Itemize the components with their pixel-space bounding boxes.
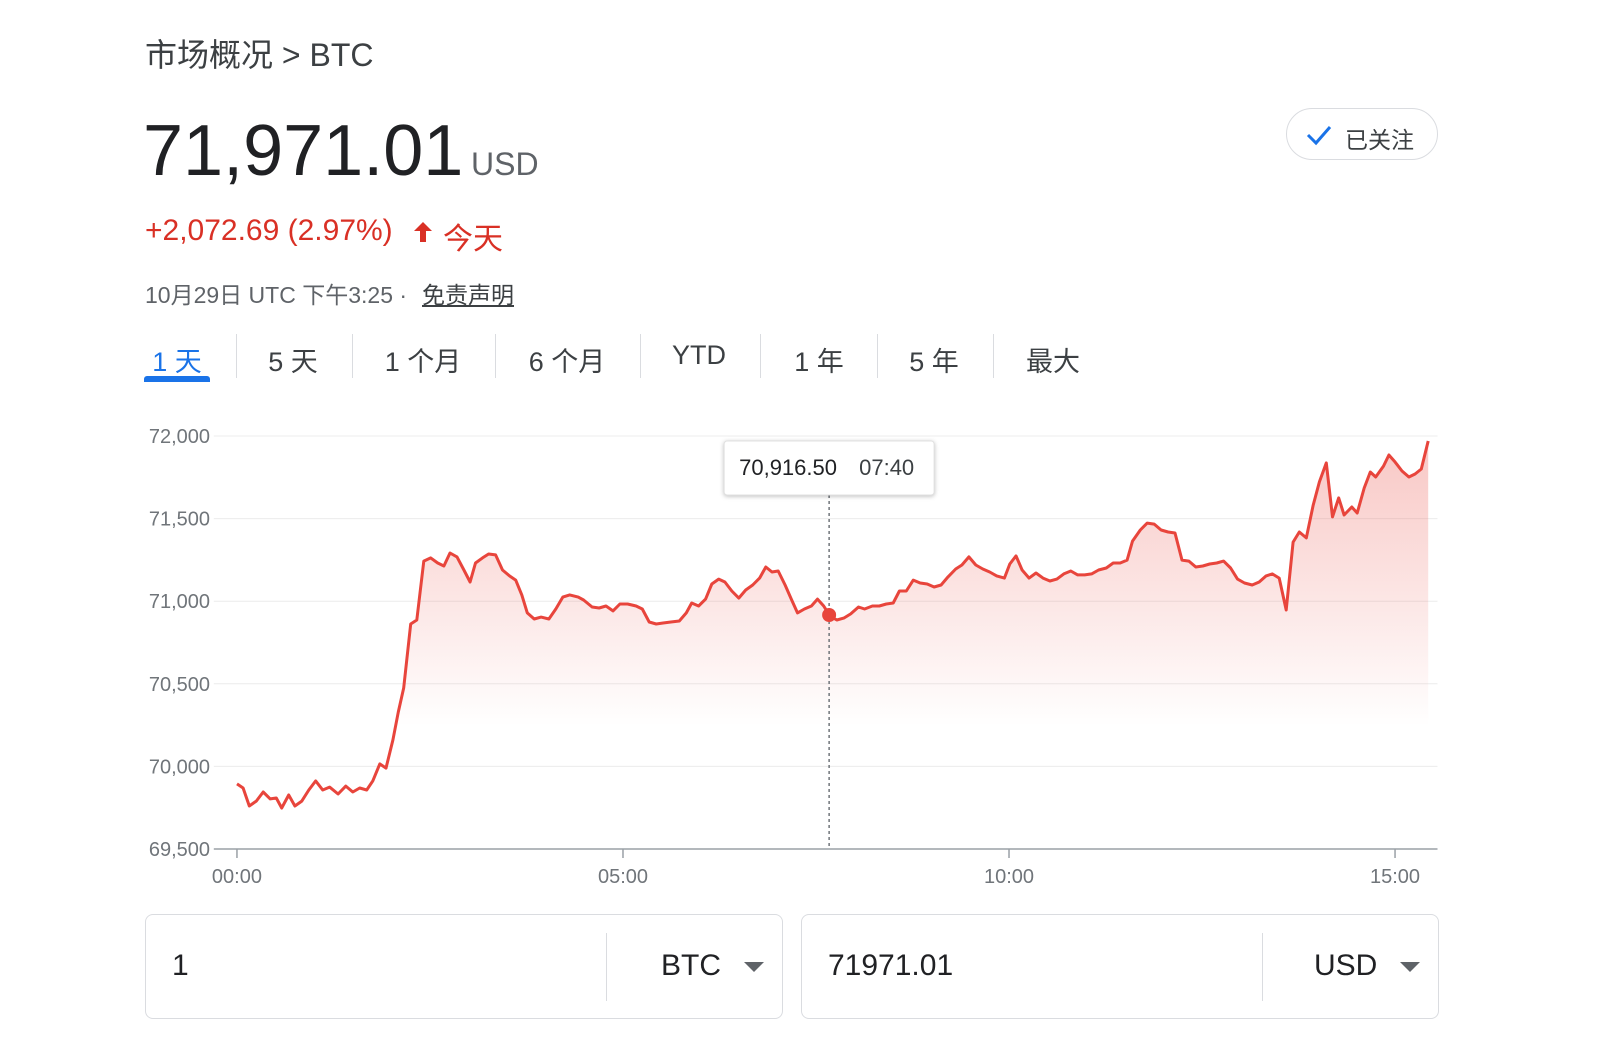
dropdown-icon[interactable] <box>1400 962 1420 974</box>
from-currency[interactable]: BTC <box>661 949 721 982</box>
area <box>236 441 1429 849</box>
x-tick-label: 00:00 <box>212 866 262 888</box>
chart: 69,500 70,000 70,500 71,000 71,500 72,000 00:0… <box>149 426 1438 888</box>
up-arrow-icon <box>414 222 432 242</box>
range-tab[interactable]: 1 年 <box>794 347 844 377</box>
range-tab[interactable]: 5 年 <box>909 347 959 377</box>
tab-separator <box>236 334 237 378</box>
range-tab[interactable]: YTD <box>672 340 726 370</box>
tab-separator <box>993 334 994 378</box>
breadcrumb[interactable]: 市场概况 > BTC <box>145 37 374 73</box>
y-tick-label: 71,500 <box>149 509 210 531</box>
range-tab[interactable]: 1 个月 <box>384 347 462 377</box>
price: 71,971.01 <box>143 111 464 191</box>
tab-separator <box>877 334 878 378</box>
divider <box>1262 933 1263 1001</box>
x-tick-label: 15:00 <box>1370 866 1420 888</box>
follow-label: 已关注 <box>1345 127 1414 153</box>
from-box[interactable]: 1 BTC <box>145 914 783 1019</box>
tooltip-value: 70,916.50 <box>739 455 837 480</box>
to-currency[interactable]: USD <box>1314 949 1378 982</box>
price-change: +2,072.69 (2.97%) <box>145 214 393 247</box>
range-tabs: 1 天 5 天 1 个月 6 个月 YTD 1 年 5 年 最大 <box>144 330 1105 390</box>
x-tick-label: 05:00 <box>598 866 648 888</box>
tab-separator <box>760 334 761 378</box>
range-tab[interactable]: 最大 <box>1026 347 1080 377</box>
y-tick-label: 72,000 <box>149 426 210 448</box>
disclaimer-link[interactable]: 免责声明 <box>422 282 514 308</box>
dropdown-icon[interactable] <box>744 962 764 974</box>
to-box[interactable]: 71971.01 USD <box>801 914 1439 1019</box>
tab-separator <box>352 334 353 378</box>
currency: USD <box>471 146 539 182</box>
y-tick-label: 70,500 <box>149 674 210 696</box>
y-tick-label: 69,500 <box>149 839 210 861</box>
follow-button[interactable]: 已关注 <box>1286 108 1438 160</box>
range-tab[interactable]: 1 天 <box>152 347 202 377</box>
timestamp: 10月29日 UTC 下午3:25 · <box>145 282 408 308</box>
from-amount[interactable]: 1 <box>172 949 189 982</box>
active-tab-indicator <box>144 376 210 382</box>
x-tick-label: 10:00 <box>984 866 1034 888</box>
check-icon <box>1306 126 1332 146</box>
tooltip-time: 07:40 <box>859 455 914 480</box>
y-tick-label: 71,000 <box>149 591 210 613</box>
tooltip-box <box>723 440 935 496</box>
range-tab[interactable]: 5 天 <box>268 347 318 377</box>
tab-separator <box>495 334 496 378</box>
change-period: 今天 <box>443 223 503 256</box>
hover-point <box>822 607 837 622</box>
y-tick-label: 70,000 <box>149 756 210 778</box>
range-tab[interactable]: 6 个月 <box>528 347 606 377</box>
tab-separator <box>640 334 641 378</box>
to-amount[interactable]: 71971.01 <box>828 949 954 982</box>
divider <box>606 933 607 1001</box>
